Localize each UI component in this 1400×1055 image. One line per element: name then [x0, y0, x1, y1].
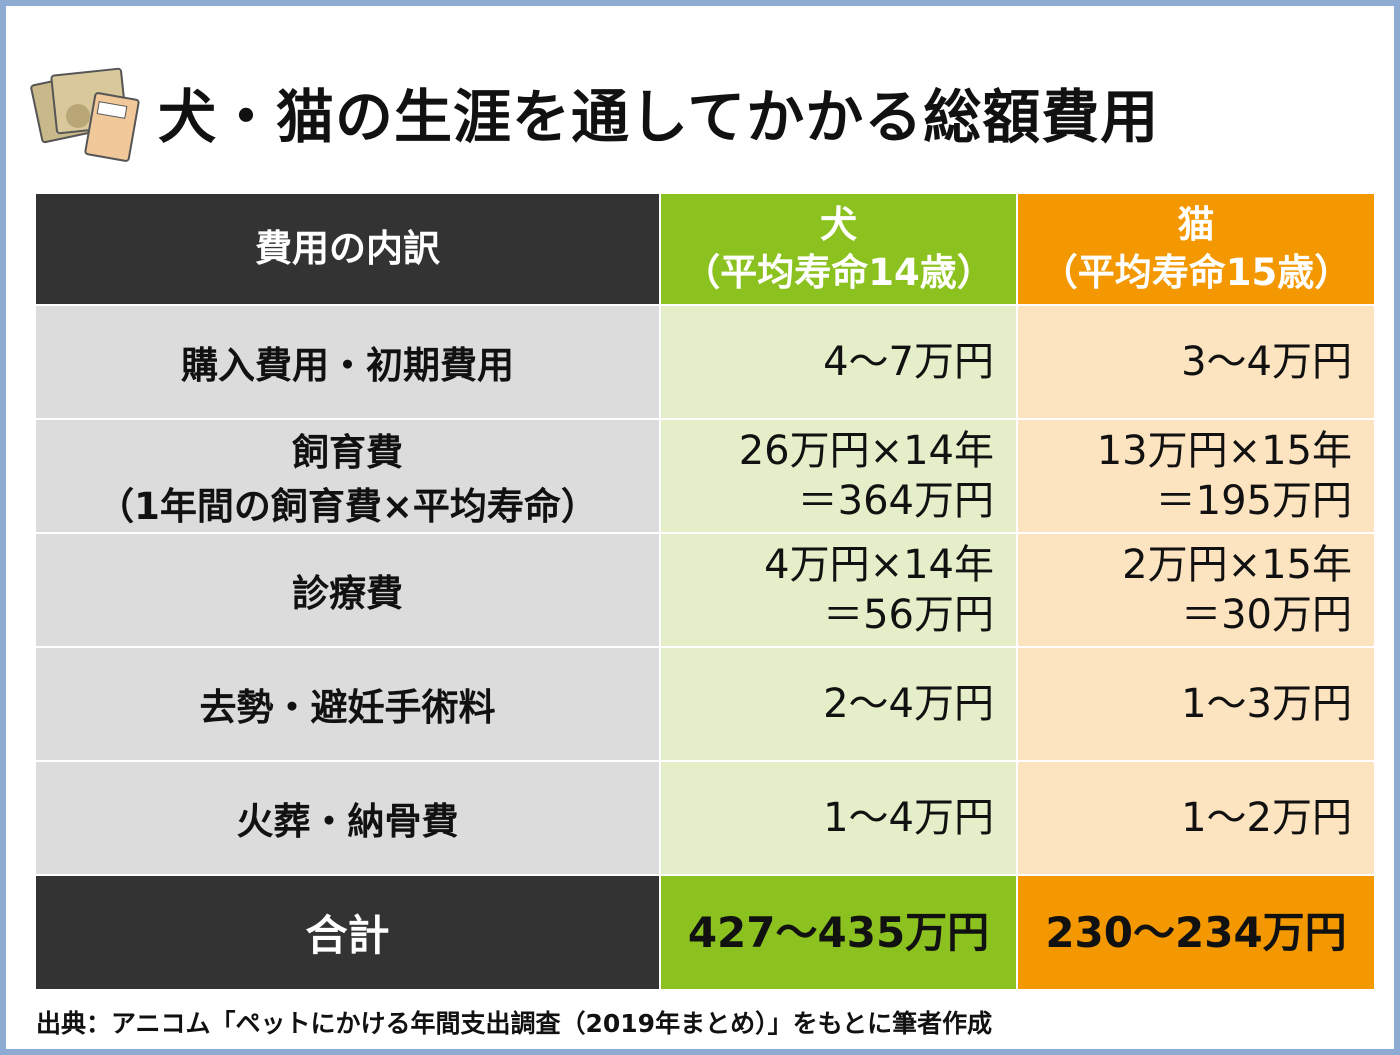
cell-text: 犬	[820, 203, 857, 246]
cell-text: 3〜4万円	[1181, 339, 1352, 385]
table-cell: 2〜4万円	[661, 648, 1018, 762]
table-cell: 購入費用・初期費用	[36, 306, 661, 420]
cell-text: 去勢・避妊手術料	[199, 686, 496, 729]
cell-text: ＝56万円	[823, 592, 994, 638]
table-cell: 427〜435万円	[661, 876, 1018, 991]
cell-text: ＝364万円	[797, 478, 994, 524]
cell-text: （平均寿命14歳）	[683, 251, 994, 294]
table-cell: 1〜4万円	[661, 762, 1018, 876]
cell-text: 合計	[305, 911, 390, 960]
table-cell: 診療費	[36, 534, 661, 648]
table-cell: 猫 （平均寿命15歳）	[1018, 194, 1376, 306]
cell-text: 2〜4万円	[823, 681, 994, 727]
table-cell: 2万円×15年 ＝30万円	[1018, 534, 1376, 648]
cell-text: ＝195万円	[1155, 478, 1352, 524]
cell-text: 1〜4万円	[823, 795, 994, 841]
table-cell: 1〜3万円	[1018, 648, 1376, 762]
cell-text: （1年間の飼育費×平均寿命）	[97, 485, 598, 528]
cell-text: 26万円×14年	[738, 428, 994, 474]
cell-text: 230〜234万円	[1045, 907, 1347, 957]
table-cell: 4万円×14年 ＝56万円	[661, 534, 1018, 648]
cost-table: 費用の内訳 犬 （平均寿命14歳） 猫 （平均寿命15歳） 購入費用・初期費用 4〜7万円 3…	[36, 194, 1376, 991]
cell-text: （平均寿命15歳）	[1040, 251, 1352, 294]
table-cell: 230〜234万円	[1018, 876, 1376, 991]
source-note: 出典：アニコム「ペットにかける年間支出調査（2019年まとめ）」をもとに筆者作成	[36, 1009, 993, 1038]
cell-text: 猫	[1177, 203, 1215, 246]
cell-text: 費用の内訳	[255, 227, 440, 270]
cell-text: 購入費用・初期費用	[181, 344, 514, 387]
cell-text: 1〜3万円	[1181, 681, 1352, 727]
cell-text: ＝30万円	[1181, 592, 1352, 638]
cell-text: 火葬・納骨費	[236, 800, 459, 843]
title: 犬・猫の生涯を通してかかる総額費用	[158, 83, 1160, 151]
table-cell: 13万円×15年 ＝195万円	[1018, 420, 1376, 534]
table-cell: 去勢・避妊手術料	[36, 648, 661, 762]
cell-text: 飼育費	[292, 431, 403, 474]
cell-text: 診療費	[292, 572, 403, 615]
table-cell: 犬 （平均寿命14歳）	[661, 194, 1018, 306]
cell-text: 4万円×14年	[764, 542, 994, 588]
table-cell: 火葬・納骨費	[36, 762, 661, 876]
table-cell: 4〜7万円	[661, 306, 1018, 420]
cell-text: 427〜435万円	[687, 907, 990, 957]
table-cell: 3〜4万円	[1018, 306, 1376, 420]
table-cell: 1〜2万円	[1018, 762, 1376, 876]
table-cell: 26万円×14年 ＝364万円	[661, 420, 1018, 534]
cell-text: 13万円×15年	[1096, 428, 1352, 474]
cell-text: 1〜2万円	[1181, 795, 1352, 841]
table-cell: 飼育費 （1年間の飼育費×平均寿命）	[36, 420, 661, 534]
cell-text: 4〜7万円	[823, 339, 994, 385]
cell-text: 2万円×15年	[1122, 542, 1352, 588]
money-icon	[30, 67, 140, 162]
table-cell: 費用の内訳	[36, 194, 661, 306]
table-cell: 合計	[36, 876, 661, 991]
